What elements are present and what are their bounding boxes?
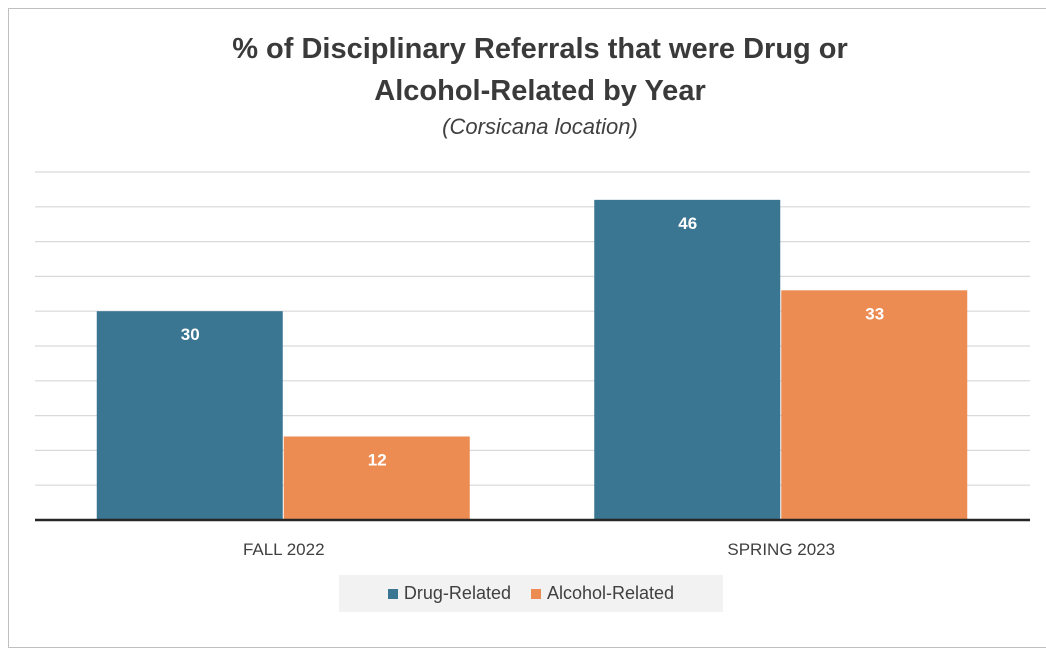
data-label: 12 bbox=[368, 450, 387, 469]
x-tick-label: FALL 2022 bbox=[243, 540, 325, 559]
chart-title: % of Disciplinary Referrals that were Dr… bbox=[0, 28, 1046, 112]
legend-swatch-alcohol bbox=[530, 588, 541, 599]
bar bbox=[781, 290, 968, 520]
legend-label-alcohol: Alcohol-Related bbox=[546, 583, 675, 603]
chart-title-line-1: % of Disciplinary Referrals that were Dr… bbox=[232, 33, 848, 65]
chart-subtitle: (Corsicana location) bbox=[442, 114, 638, 139]
data-label: 33 bbox=[865, 304, 884, 323]
legend-item-drug: Drug-Related bbox=[387, 583, 511, 604]
bar-chart: 30 12 FALL 2022 46 33 SPRING 2023 bbox=[35, 171, 1030, 559]
legend-label-drug: Drug-Related bbox=[403, 583, 511, 603]
data-label: 46 bbox=[678, 214, 697, 233]
x-tick-label: SPRING 2023 bbox=[727, 540, 835, 559]
chart-title-line-2: Alcohol-Related by Year bbox=[374, 75, 706, 107]
bar bbox=[96, 311, 283, 520]
legend-swatch-drug bbox=[387, 588, 398, 599]
bar bbox=[594, 199, 781, 520]
data-label: 30 bbox=[181, 325, 200, 344]
legend-item-alcohol: Alcohol-Related bbox=[530, 583, 675, 604]
chart-legend: Drug-Related Alcohol-Related bbox=[339, 575, 723, 612]
bar bbox=[283, 436, 470, 520]
